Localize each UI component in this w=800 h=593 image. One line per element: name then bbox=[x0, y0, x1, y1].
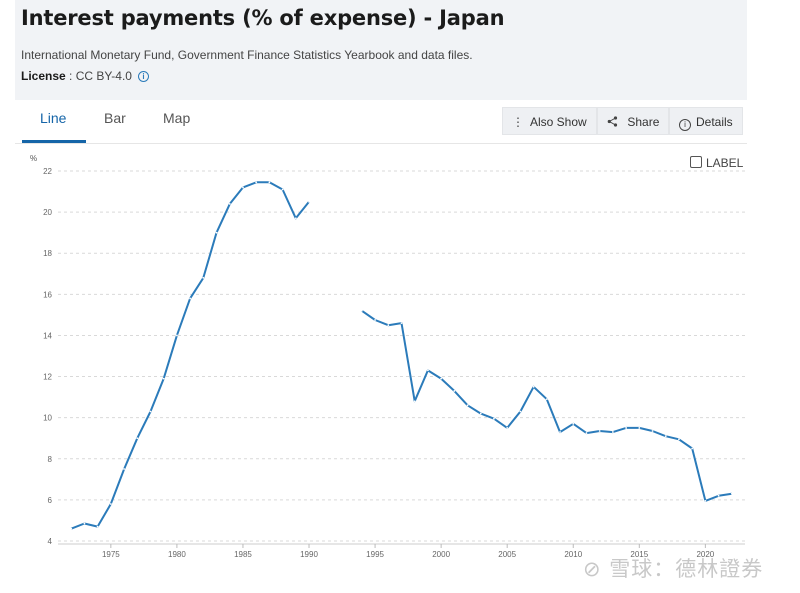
page-title: Interest payments (% of expense) - Japan bbox=[21, 6, 505, 30]
also-show-label: Also Show bbox=[530, 115, 587, 129]
y-tick-label: 20 bbox=[43, 208, 52, 217]
data-point bbox=[598, 430, 601, 432]
data-point bbox=[413, 400, 416, 403]
license-value: : CC BY-4.0 bbox=[65, 69, 132, 83]
data-point bbox=[176, 334, 178, 337]
data-point bbox=[585, 432, 588, 434]
data-point bbox=[559, 431, 561, 433]
active-tab-indicator bbox=[22, 140, 86, 143]
details-button[interactable]: i Details bbox=[669, 107, 743, 135]
data-point bbox=[691, 447, 694, 450]
x-tick-label: 2005 bbox=[498, 550, 516, 559]
x-tick-label: 1990 bbox=[300, 550, 318, 559]
y-tick-label: 14 bbox=[43, 331, 52, 340]
x-tick-label: 1975 bbox=[102, 550, 120, 559]
tab-map[interactable]: Map bbox=[163, 110, 191, 126]
y-tick-label: 4 bbox=[48, 537, 53, 546]
license-line: License : CC BY-4.0 i bbox=[21, 69, 149, 83]
data-point bbox=[638, 427, 641, 429]
share-label: Share bbox=[627, 115, 660, 129]
data-point bbox=[281, 188, 284, 191]
series-line bbox=[361, 309, 732, 502]
x-tick-label: 1985 bbox=[234, 550, 252, 559]
data-point bbox=[506, 427, 509, 429]
data-point bbox=[96, 525, 99, 528]
more-vertical-icon: ⋮ bbox=[512, 115, 524, 129]
source-text: International Monetary Fund, Government … bbox=[21, 48, 473, 62]
info-icon[interactable]: i bbox=[137, 71, 149, 82]
also-show-button[interactable]: ⋮ Also Show bbox=[502, 107, 597, 135]
x-tick-label: 2020 bbox=[696, 550, 714, 559]
watermark: ⊘ 雪球：德林證券 bbox=[583, 557, 764, 581]
x-tick-label: 1995 bbox=[366, 550, 384, 559]
y-tick-label: 18 bbox=[43, 249, 52, 258]
license-label: License bbox=[21, 69, 66, 83]
data-point bbox=[651, 430, 654, 432]
x-tick-label: 2010 bbox=[564, 550, 582, 559]
y-tick-label: 10 bbox=[43, 414, 52, 423]
data-point bbox=[189, 297, 192, 300]
data-point bbox=[625, 427, 627, 429]
data-point bbox=[255, 181, 258, 184]
data-point bbox=[611, 431, 614, 433]
y-tick-label: 6 bbox=[48, 496, 53, 505]
chart-header: Interest payments (% of expense) - Japan… bbox=[15, 0, 747, 100]
tab-line[interactable]: Line bbox=[40, 110, 67, 126]
share-button[interactable]: Share bbox=[597, 107, 670, 135]
y-tick-label: 22 bbox=[43, 167, 52, 176]
x-tick-label: 1980 bbox=[168, 550, 186, 559]
data-point bbox=[83, 522, 86, 525]
chart-type-tabs: Line Bar Map ⋮ Also Show Share i Details bbox=[15, 100, 747, 144]
data-point bbox=[730, 492, 733, 495]
data-point bbox=[453, 390, 456, 392]
data-point bbox=[109, 503, 112, 505]
data-point bbox=[427, 369, 429, 372]
label-toggle-text: LABEL bbox=[706, 156, 744, 170]
data-point bbox=[202, 276, 205, 279]
data-point bbox=[360, 309, 363, 312]
data-point bbox=[545, 398, 548, 401]
data-point bbox=[268, 181, 271, 184]
data-point bbox=[664, 435, 667, 438]
data-point bbox=[136, 437, 139, 440]
x-tick-label: 2000 bbox=[432, 550, 450, 559]
series-line bbox=[70, 181, 310, 530]
y-tick-label: 12 bbox=[43, 373, 52, 382]
data-point bbox=[466, 404, 469, 407]
y-axis-unit-label: % bbox=[30, 154, 37, 163]
data-point bbox=[532, 385, 535, 388]
data-point bbox=[294, 217, 297, 220]
info-circle-icon: i bbox=[679, 119, 691, 131]
data-point bbox=[387, 324, 390, 327]
label-checkbox[interactable] bbox=[690, 156, 702, 168]
data-point bbox=[228, 202, 231, 205]
data-point bbox=[678, 438, 680, 441]
data-point bbox=[493, 417, 495, 420]
data-point bbox=[440, 377, 443, 380]
data-point bbox=[400, 322, 403, 325]
data-point bbox=[519, 410, 522, 413]
data-point bbox=[215, 231, 218, 234]
data-point bbox=[704, 500, 707, 502]
data-point bbox=[717, 494, 720, 497]
data-point bbox=[70, 527, 73, 530]
label-toggle[interactable]: LABEL bbox=[690, 156, 743, 170]
data-point bbox=[374, 319, 376, 321]
data-point bbox=[123, 468, 125, 470]
data-point bbox=[479, 412, 482, 415]
tab-bar[interactable]: Bar bbox=[104, 110, 126, 126]
y-tick-label: 16 bbox=[43, 290, 52, 299]
y-tick-label: 8 bbox=[48, 455, 53, 464]
data-point bbox=[242, 186, 244, 189]
data-point bbox=[149, 410, 152, 413]
data-point bbox=[308, 200, 310, 203]
share-icon bbox=[607, 115, 621, 129]
details-label: Details bbox=[696, 115, 733, 129]
x-tick-label: 2015 bbox=[630, 550, 648, 559]
data-point bbox=[162, 377, 165, 380]
data-point bbox=[572, 422, 575, 425]
